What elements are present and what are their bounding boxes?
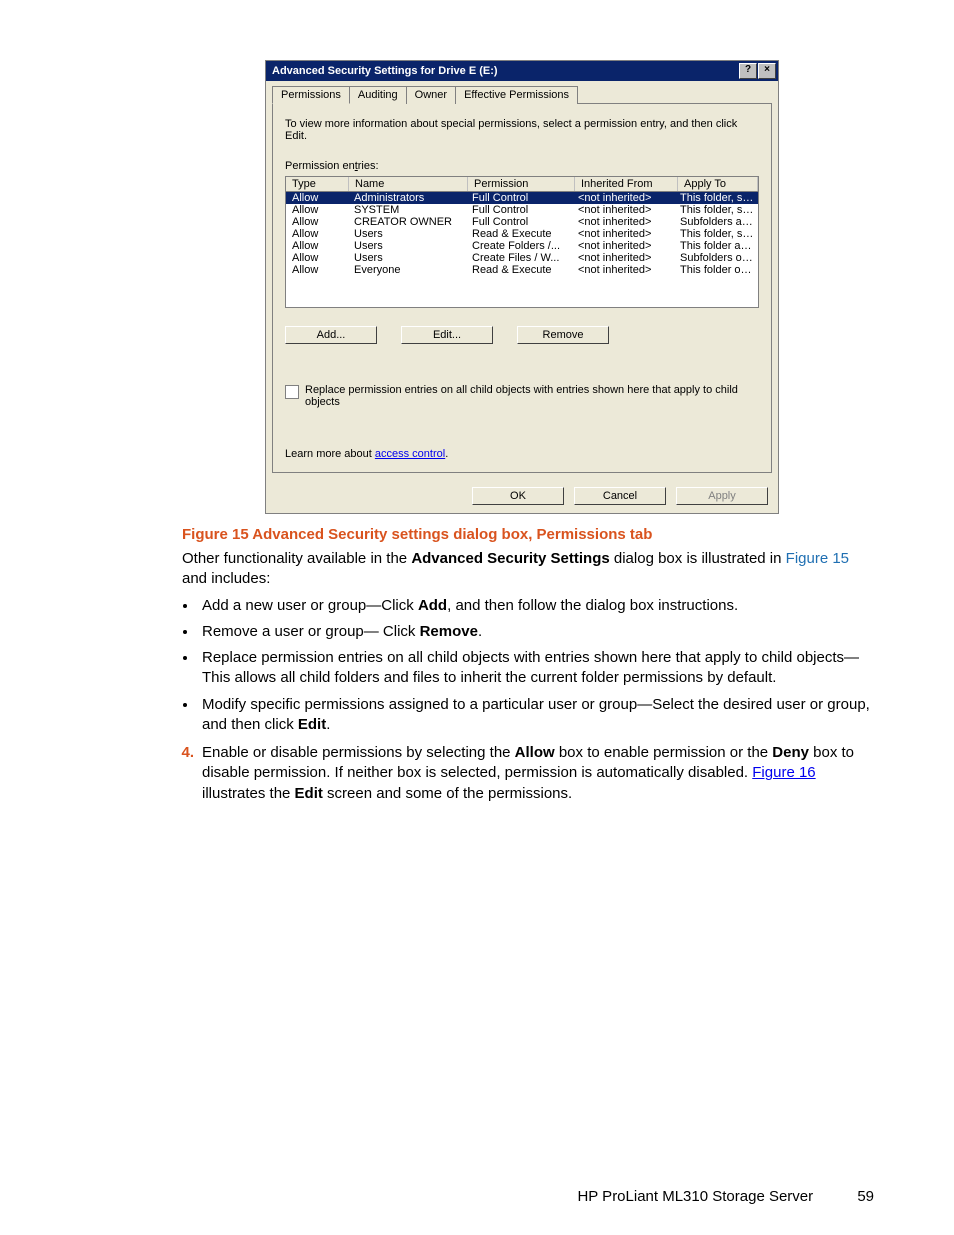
cell-perm: Full Control [466, 216, 572, 228]
cell-inh: <not inherited> [572, 216, 674, 228]
cancel-button[interactable]: Cancel [574, 487, 666, 505]
entries-label: Permission entries: [285, 160, 759, 172]
tab-effective-permissions[interactable]: Effective Permissions [456, 86, 578, 104]
figure-16-link[interactable]: Figure 16 [752, 764, 815, 781]
entry-buttons: Add... Edit... Remove [285, 326, 759, 344]
col-permission[interactable]: Permission [468, 177, 575, 191]
edit-button[interactable]: Edit... [401, 326, 493, 344]
cell-perm: Full Control [466, 192, 572, 204]
ok-button[interactable]: OK [472, 487, 564, 505]
tab-permissions[interactable]: Permissions [272, 86, 350, 104]
tab-auditing[interactable]: Auditing [350, 86, 407, 104]
page-footer: HP ProLiant ML310 Storage Server 59 [577, 1188, 874, 1205]
cell-name: Users [348, 252, 466, 264]
remove-button[interactable]: Remove [517, 326, 609, 344]
step-4: 4. Enable or disable permissions by sele… [170, 743, 874, 804]
page-number: 59 [857, 1188, 874, 1205]
cell-type: Allow [286, 192, 348, 204]
tab-owner[interactable]: Owner [407, 86, 456, 104]
permission-entries-list[interactable]: Type Name Permission Inherited From Appl… [285, 176, 759, 308]
cell-inh: <not inherited> [572, 192, 674, 204]
learn-more-row: Learn more about access control. [285, 448, 759, 460]
replace-checkbox-row: Replace permission entries on all child … [285, 384, 759, 408]
help-icon[interactable]: ? [739, 63, 757, 79]
cell-perm: Read & Execute [466, 264, 572, 276]
replace-checkbox-label: Replace permission entries on all child … [305, 384, 759, 408]
cell-name: Users [348, 240, 466, 252]
cell-type: Allow [286, 240, 348, 252]
close-icon[interactable]: × [758, 63, 776, 79]
table-row[interactable]: AllowUsersCreate Files / W...<not inheri… [286, 252, 758, 264]
step-text: Enable or disable permissions by selecti… [202, 743, 874, 804]
access-control-link[interactable]: access control [375, 448, 445, 460]
cell-type: Allow [286, 204, 348, 216]
table-row[interactable]: AllowUsersCreate Folders /...<not inheri… [286, 240, 758, 252]
table-row[interactable]: AllowSYSTEMFull Control<not inherited>Th… [286, 204, 758, 216]
cell-name: SYSTEM [348, 204, 466, 216]
cell-inh: <not inherited> [572, 228, 674, 240]
instruction-text: To view more information about special p… [285, 118, 759, 142]
cell-inh: <not inherited> [572, 264, 674, 276]
add-button[interactable]: Add... [285, 326, 377, 344]
cell-perm: Read & Execute [466, 228, 572, 240]
table-row[interactable]: AllowUsersRead & Execute<not inherited>T… [286, 228, 758, 240]
dialog-titlebar[interactable]: Advanced Security Settings for Drive E (… [266, 61, 778, 81]
permissions-panel: To view more information about special p… [272, 103, 772, 473]
figure-15-link[interactable]: Figure 15 [786, 550, 849, 567]
cell-apply: This folder only [674, 264, 758, 276]
cell-type: Allow [286, 228, 348, 240]
cell-name: Administrators [348, 192, 466, 204]
apply-button[interactable]: Apply [676, 487, 768, 505]
col-type[interactable]: Type [286, 177, 349, 191]
col-inherited[interactable]: Inherited From [575, 177, 678, 191]
col-applyto[interactable]: Apply To [678, 177, 758, 191]
cell-apply: This folder and subfol... [674, 240, 758, 252]
cell-name: Everyone [348, 264, 466, 276]
col-name[interactable]: Name [349, 177, 468, 191]
cell-perm: Create Files / W... [466, 252, 572, 264]
cell-inh: <not inherited> [572, 204, 674, 216]
cell-inh: <not inherited> [572, 240, 674, 252]
cell-apply: Subfolders and files only [674, 216, 758, 228]
list-item: Remove a user or group— Click Remove. [198, 622, 874, 642]
cell-apply: This folder, subfolders... [674, 204, 758, 216]
dialog-title: Advanced Security Settings for Drive E (… [272, 65, 738, 77]
intro-paragraph: Other functionality available in the Adv… [182, 549, 874, 590]
table-row[interactable]: AllowEveryoneRead & Execute<not inherite… [286, 264, 758, 276]
cell-type: Allow [286, 264, 348, 276]
cell-apply: Subfolders only [674, 252, 758, 264]
tab-strip: Permissions Auditing Owner Effective Per… [266, 81, 778, 103]
list-item: Replace permission entries on all child … [198, 648, 874, 689]
cell-name: CREATOR OWNER [348, 216, 466, 228]
step-number: 4. [170, 743, 194, 804]
dialog-footer: OK Cancel Apply [266, 479, 778, 513]
table-row[interactable]: AllowCREATOR OWNERFull Control<not inher… [286, 216, 758, 228]
replace-checkbox[interactable] [285, 385, 299, 399]
table-row[interactable]: AllowAdministratorsFull Control<not inhe… [286, 192, 758, 204]
cell-apply: This folder, subfolders... [674, 192, 758, 204]
cell-apply: This folder, subfolders... [674, 228, 758, 240]
cell-type: Allow [286, 216, 348, 228]
cell-inh: <not inherited> [572, 252, 674, 264]
security-settings-dialog: Advanced Security Settings for Drive E (… [265, 60, 779, 514]
cell-name: Users [348, 228, 466, 240]
list-item: Modify specific permissions assigned to … [198, 695, 874, 736]
bullet-list: Add a new user or group—Click Add, and t… [198, 596, 874, 736]
cell-type: Allow [286, 252, 348, 264]
list-item: Add a new user or group—Click Add, and t… [198, 596, 874, 616]
footer-title: HP ProLiant ML310 Storage Server [577, 1188, 813, 1205]
list-header: Type Name Permission Inherited From Appl… [286, 177, 758, 192]
cell-perm: Create Folders /... [466, 240, 572, 252]
cell-perm: Full Control [466, 204, 572, 216]
figure-caption: Figure 15 Advanced Security settings dia… [182, 526, 874, 543]
